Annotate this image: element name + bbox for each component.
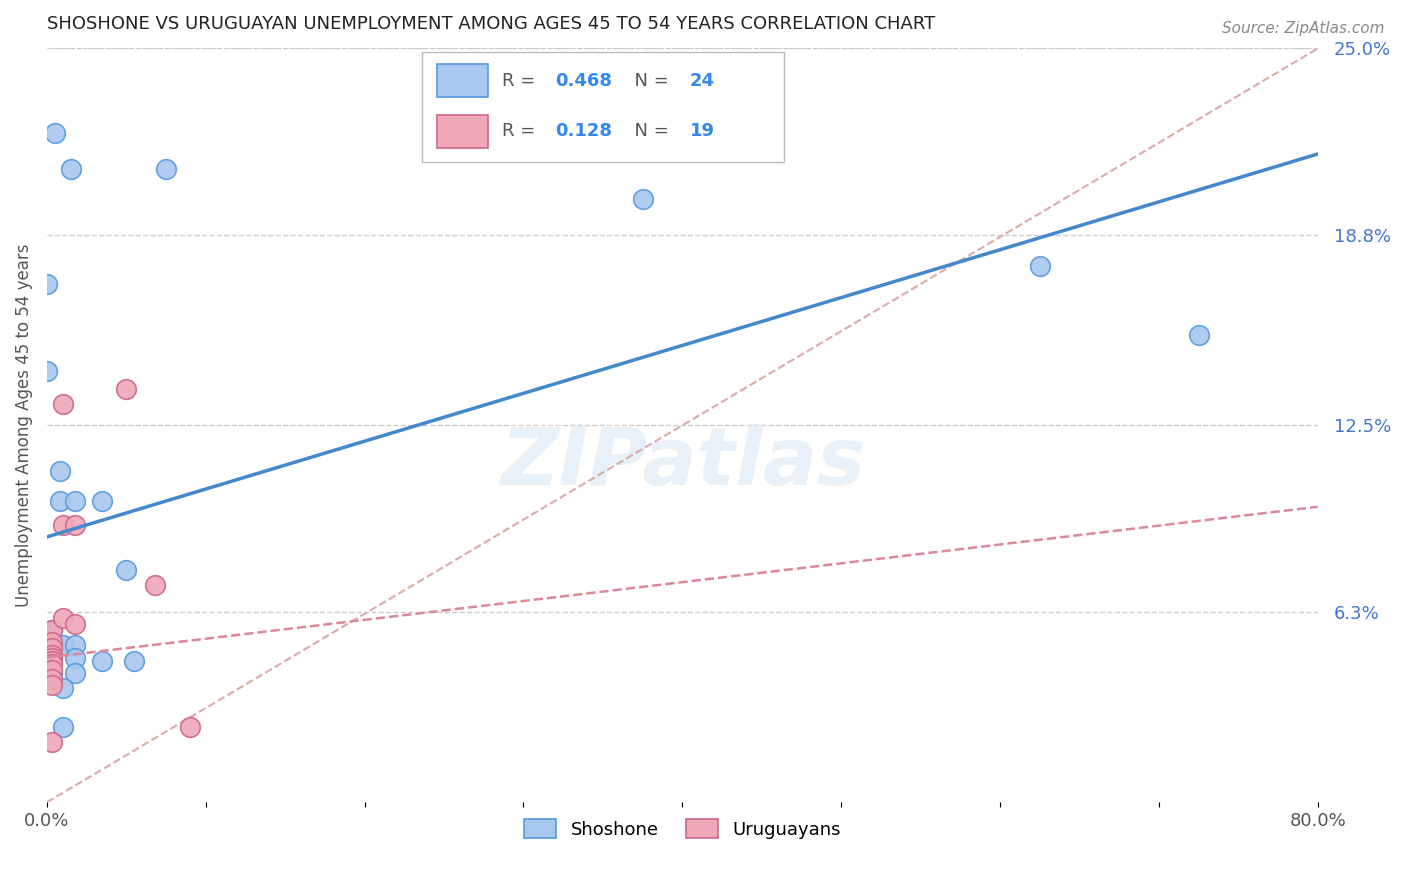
Text: 19: 19 bbox=[690, 122, 716, 140]
Point bbox=[52, 517, 75, 532]
Point bbox=[41, 641, 63, 656]
Text: SHOSHONE VS URUGUAYAN UNEMPLOYMENT AMONG AGES 45 TO 54 YEARS CORRELATION CHART: SHOSHONE VS URUGUAYAN UNEMPLOYMENT AMONG… bbox=[46, 15, 935, 33]
Point bbox=[91, 493, 114, 508]
Text: ZIPatlas: ZIPatlas bbox=[501, 424, 865, 502]
Point bbox=[41, 639, 63, 653]
Point bbox=[48, 464, 70, 478]
Point bbox=[52, 681, 75, 695]
Point bbox=[1188, 327, 1211, 342]
Point bbox=[155, 162, 177, 177]
FancyBboxPatch shape bbox=[422, 53, 785, 161]
Legend: Shoshone, Uruguayans: Shoshone, Uruguayans bbox=[516, 813, 848, 846]
Point bbox=[52, 397, 75, 411]
Point bbox=[179, 720, 201, 734]
Text: R =: R = bbox=[502, 72, 541, 90]
Point bbox=[41, 657, 63, 671]
Text: N =: N = bbox=[623, 122, 673, 140]
Text: Source: ZipAtlas.com: Source: ZipAtlas.com bbox=[1222, 21, 1385, 37]
Point bbox=[48, 493, 70, 508]
Point bbox=[41, 650, 63, 665]
Point bbox=[41, 654, 63, 668]
Point bbox=[52, 611, 75, 625]
Point bbox=[35, 364, 58, 378]
Point bbox=[59, 162, 82, 177]
Point bbox=[41, 648, 63, 662]
Text: 0.468: 0.468 bbox=[555, 72, 612, 90]
Point bbox=[115, 382, 138, 396]
Point bbox=[65, 650, 87, 665]
Point bbox=[122, 654, 145, 668]
Point bbox=[65, 517, 87, 532]
Text: 24: 24 bbox=[690, 72, 716, 90]
Point bbox=[52, 720, 75, 734]
Point bbox=[65, 617, 87, 632]
Point bbox=[143, 578, 166, 592]
Point bbox=[35, 277, 58, 291]
Point bbox=[65, 493, 87, 508]
Point bbox=[41, 678, 63, 692]
Point bbox=[1029, 259, 1052, 273]
FancyBboxPatch shape bbox=[437, 64, 488, 97]
Point bbox=[52, 639, 75, 653]
Point bbox=[44, 126, 66, 140]
Point bbox=[41, 665, 63, 680]
FancyBboxPatch shape bbox=[437, 115, 488, 148]
Point bbox=[41, 672, 63, 686]
Point bbox=[41, 624, 63, 638]
Point bbox=[631, 192, 654, 206]
Point bbox=[65, 639, 87, 653]
Point bbox=[41, 635, 63, 649]
Y-axis label: Unemployment Among Ages 45 to 54 years: Unemployment Among Ages 45 to 54 years bbox=[15, 244, 32, 607]
Point bbox=[91, 654, 114, 668]
Point bbox=[41, 663, 63, 677]
Point bbox=[41, 735, 63, 749]
Text: N =: N = bbox=[623, 72, 673, 90]
Point bbox=[65, 665, 87, 680]
Point bbox=[115, 563, 138, 577]
Text: R =: R = bbox=[502, 122, 541, 140]
Point bbox=[41, 624, 63, 638]
Text: 0.128: 0.128 bbox=[555, 122, 612, 140]
